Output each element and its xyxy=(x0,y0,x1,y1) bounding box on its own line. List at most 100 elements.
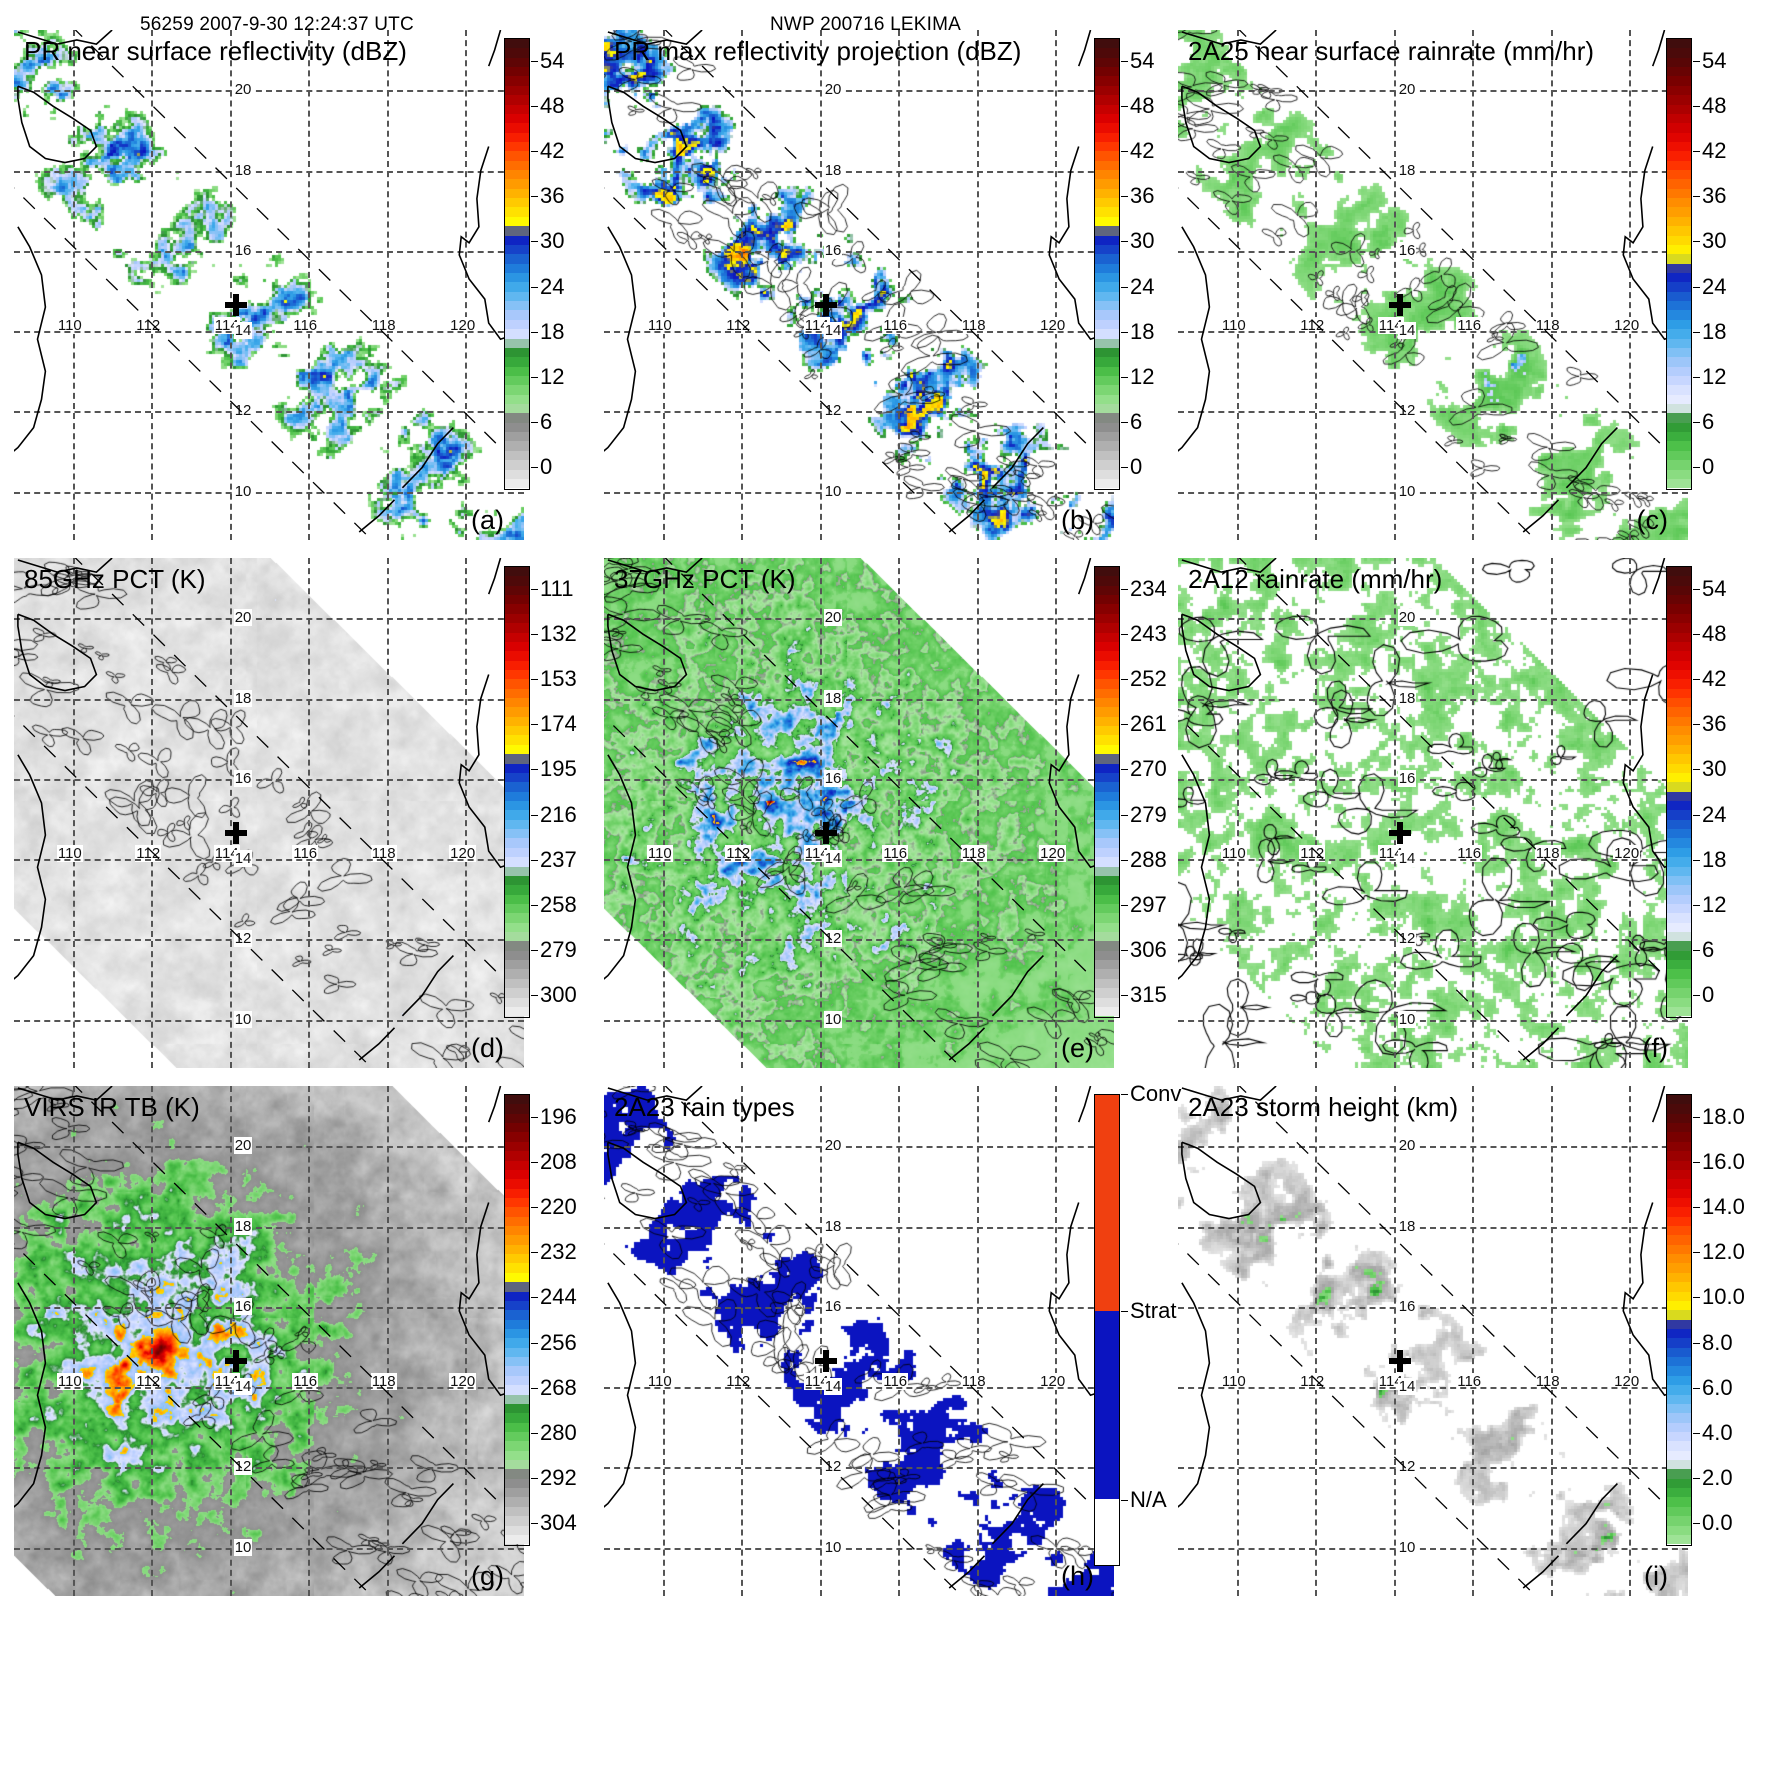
map-panel-b[interactable]: 110 112 114 116 118 120 20 18 16 14 12 10 PR max ref… xyxy=(604,30,1114,540)
colorbar-segment xyxy=(505,254,529,264)
colorbar-segment xyxy=(1095,866,1119,876)
gridline-parallel xyxy=(604,618,1114,621)
colorbar-segment xyxy=(1667,375,1691,386)
colorbar-segment xyxy=(1095,478,1119,489)
colorbar-tick: 0.0 xyxy=(1693,1510,1733,1536)
colorbar-segment xyxy=(1667,1132,1691,1142)
lat-label: 18 xyxy=(823,689,843,707)
colorbar-tick: 2.0 xyxy=(1693,1465,1733,1491)
colorbar-segment xyxy=(1095,632,1119,642)
colorbar-segment xyxy=(1095,375,1119,386)
colorbar-segment xyxy=(1667,450,1691,461)
gridline-parallel xyxy=(1178,170,1688,173)
colorbar-segment xyxy=(505,988,529,998)
gridline-parallel xyxy=(1178,1547,1688,1550)
lat-label: 10 xyxy=(1397,1010,1417,1028)
map-panel-e[interactable]: 110 112 114 116 118 120 20 18 16 14 12 10 37GHz PCT … xyxy=(604,558,1114,1068)
panel-letter: (a) xyxy=(471,505,504,535)
colorbar-segment xyxy=(505,478,529,489)
map-panel-i[interactable]: 110 112 114 116 118 120 20 18 16 14 12 10 2A23 storm… xyxy=(1178,1086,1688,1596)
colorbar-tick-label: 4.0 xyxy=(1702,1420,1733,1445)
map-panel-g[interactable]: 110 112 114 116 118 120 20 18 16 14 12 10 VIRS IR TB… xyxy=(14,1086,524,1596)
colorbar-segment xyxy=(1667,347,1691,358)
colorbar-segment xyxy=(1667,469,1691,479)
map-panel-h[interactable]: 110 112 114 116 118 120 20 18 16 14 12 10 2A23 rain … xyxy=(604,1086,1114,1596)
colorbar-segment xyxy=(1095,329,1119,339)
colorbar-segment xyxy=(1667,48,1691,58)
colorbar-segment xyxy=(1095,838,1119,848)
colorbar-tick-label: 234 xyxy=(1130,575,1167,601)
colorbar-segment xyxy=(505,1516,529,1526)
colorbar-segment xyxy=(1095,735,1119,745)
colorbar-segment xyxy=(1667,1169,1691,1180)
colorbar-segment xyxy=(505,875,529,886)
panel-title: 85GHz PCT (K) xyxy=(24,564,206,594)
colorbar-segment xyxy=(1095,48,1119,58)
colorbar-segment xyxy=(505,772,529,783)
colorbar-segment xyxy=(505,894,529,904)
colorbar-tick: 196 xyxy=(531,1104,577,1130)
gridline-meridian xyxy=(308,558,311,1068)
gridline-parallel xyxy=(1178,618,1688,621)
map-panel-c[interactable]: 110 112 114 116 118 120 20 18 16 14 12 10 2A25 near … xyxy=(1178,30,1688,540)
colorbar-segment xyxy=(1095,141,1119,152)
colorbar-segment xyxy=(1095,39,1119,49)
colorbar-segment xyxy=(505,413,529,423)
gridline-meridian xyxy=(1315,558,1318,1068)
colorbar-segment xyxy=(1095,357,1119,367)
colorbar-tick-label: 0 xyxy=(1702,982,1715,1008)
colorbar-tick-label: 18 xyxy=(540,318,565,344)
colorbar-tick: 6 xyxy=(1693,409,1714,435)
colorbar-segment xyxy=(1667,432,1691,442)
colorbar-segment xyxy=(1095,800,1119,811)
lat-label: 20 xyxy=(823,81,843,99)
panel-title: PR max reflectivity projection (dBZ) xyxy=(614,36,1022,66)
colorbar-dbz xyxy=(504,1094,530,1546)
colorbar-segment xyxy=(1667,422,1691,433)
gridline-meridian xyxy=(151,1086,154,1596)
colorbar-segment xyxy=(1095,198,1119,208)
colorbar-tick-label: 270 xyxy=(1130,756,1167,782)
panel-title: VIRS IR TB (K) xyxy=(24,1092,200,1122)
colorbar-segment xyxy=(1095,319,1119,330)
colorbar-segment xyxy=(1667,460,1691,470)
colorbar-tick-label: 288 xyxy=(1130,846,1167,872)
colorbar-segment xyxy=(505,1478,529,1489)
colorbar-segment xyxy=(1095,385,1119,395)
colorbar-segment xyxy=(1667,1450,1691,1461)
colorbar-segment xyxy=(1095,903,1119,914)
map-panel-d[interactable]: 110 112 114 116 118 120 20 18 16 14 12 10 85GHz PCT … xyxy=(14,558,524,1068)
map-panel-a[interactable]: 110 112 114 116 118 120 20 18 16 14 12 10 PR near su… xyxy=(14,30,524,540)
colorbar-tick-label: 30 xyxy=(1130,228,1155,254)
colorbar-segment xyxy=(505,1441,529,1451)
colorbar-segment xyxy=(505,819,529,830)
lat-label: 18 xyxy=(1397,1217,1417,1235)
lat-label: 12 xyxy=(233,402,253,420)
colorbar-segment xyxy=(1667,179,1691,189)
colorbar-segment xyxy=(1667,1431,1691,1442)
colorbar-segment xyxy=(505,651,529,661)
lat-label: 14 xyxy=(233,850,253,868)
gridline-parallel xyxy=(14,939,524,942)
colorbar-tick: 48 xyxy=(1693,93,1726,119)
gridline-parallel xyxy=(14,1387,524,1390)
gridline-parallel xyxy=(14,1146,524,1149)
map-panel-f[interactable]: 110 112 114 116 118 120 20 18 16 14 12 10 2A12 rainr… xyxy=(1178,558,1688,1068)
colorbar-segment xyxy=(1667,1357,1691,1367)
colorbar-segment xyxy=(1667,1385,1691,1395)
colorbar-tick: 0 xyxy=(1121,454,1142,480)
colorbar-segment xyxy=(1095,950,1119,961)
gridline-parallel xyxy=(604,1547,1114,1550)
colorbar-segment xyxy=(505,1469,529,1479)
colorbar-segment xyxy=(505,1506,529,1517)
colorbar-segment xyxy=(505,791,529,801)
colorbar-segment xyxy=(1667,1338,1691,1348)
gridline-meridian xyxy=(1055,558,1058,1068)
colorbar-segment xyxy=(505,1385,529,1395)
colorbar-tick-label: 6 xyxy=(1130,409,1143,435)
lat-label: 16 xyxy=(233,769,253,787)
colorbar-segment xyxy=(1667,641,1691,652)
colorbar-segment xyxy=(1095,460,1119,470)
colorbar-segment xyxy=(505,216,529,227)
colorbar-segment xyxy=(505,1310,529,1320)
